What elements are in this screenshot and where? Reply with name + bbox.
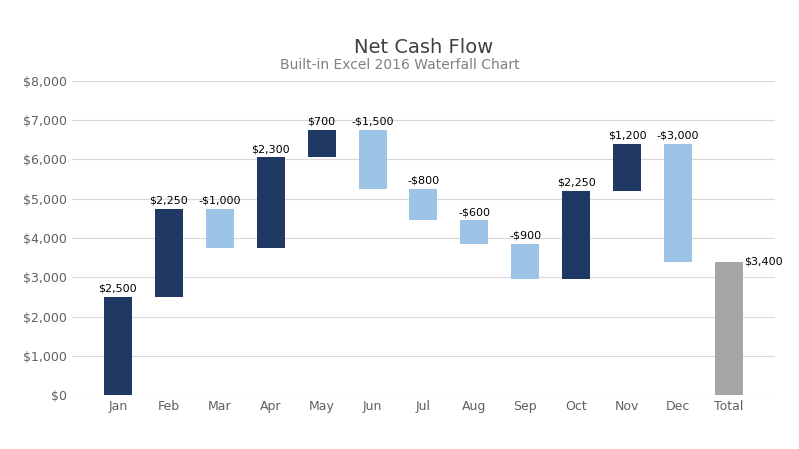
Bar [104,297,132,395]
Text: $2,250: $2,250 [149,195,189,205]
Bar [256,158,284,248]
Bar [359,130,387,189]
Bar [664,144,692,261]
Text: -$800: -$800 [407,176,439,186]
Title: Net Cash Flow: Net Cash Flow [354,38,493,57]
Text: $1,200: $1,200 [608,131,646,141]
Bar [511,244,539,279]
Text: Built-in Excel 2016 Waterfall Chart: Built-in Excel 2016 Waterfall Chart [280,58,519,72]
Text: -$1,500: -$1,500 [352,117,394,127]
Bar [460,220,488,244]
Text: -$900: -$900 [509,231,542,241]
Bar [308,130,336,158]
Bar [613,144,642,191]
Bar [562,191,590,279]
Text: $2,300: $2,300 [252,144,290,154]
Text: $2,250: $2,250 [557,178,595,188]
Text: $2,500: $2,500 [98,284,137,294]
Text: -$1,000: -$1,000 [198,195,241,205]
Text: -$3,000: -$3,000 [657,131,699,141]
Bar [155,208,183,297]
Bar [205,208,234,248]
Bar [715,261,743,395]
Text: $3,400: $3,400 [745,256,783,267]
Text: -$600: -$600 [459,207,491,217]
Text: $700: $700 [308,117,336,127]
Bar [409,189,438,220]
